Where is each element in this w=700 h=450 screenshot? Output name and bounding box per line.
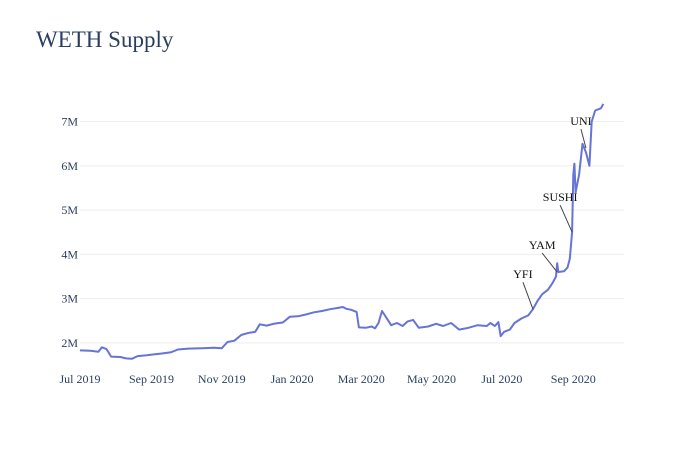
x-tick-label: May 2020 (407, 372, 456, 386)
annotation-layer: YFI YAM SUSHI UNI (513, 114, 592, 310)
x-tick-label: Nov 2019 (198, 372, 246, 386)
annotation-label: YAM (529, 238, 556, 252)
y-tick-label: 6M (61, 159, 78, 173)
y-tick-label: 4M (61, 247, 78, 261)
series-layer (79, 103, 605, 360)
annotation-label: YFI (513, 267, 532, 281)
x-axis: Jul 2019 Sep 2019 Nov 2019 Jan 2020 Mar 2020… (59, 372, 595, 386)
annotation-label: SUSHI (543, 190, 578, 204)
annotation-arrow (580, 128, 587, 149)
annotation-arrow (541, 252, 558, 273)
y-tick-label: 7M (61, 115, 78, 129)
series-line (79, 103, 605, 360)
x-tick-label: Jan 2020 (271, 372, 314, 386)
y-axis: 2M 3M 4M 5M 6M 7M (61, 115, 78, 350)
x-tick-label: Jul 2019 (59, 372, 100, 386)
y-tick-label: 5M (61, 203, 78, 217)
annotation-label: UNI (570, 114, 591, 128)
x-tick-label: Mar 2020 (338, 372, 385, 386)
grid-layer (80, 121, 624, 344)
x-tick-label: Sep 2019 (129, 372, 174, 386)
x-tick-label: Jul 2020 (481, 372, 522, 386)
y-tick-label: 3M (61, 292, 78, 306)
x-tick-label: Sep 2020 (551, 372, 596, 386)
y-tick-label: 2M (61, 336, 78, 350)
annotation-arrow (559, 205, 573, 233)
annotation-arrow (522, 282, 534, 310)
chart-title: WETH Supply (36, 27, 174, 52)
